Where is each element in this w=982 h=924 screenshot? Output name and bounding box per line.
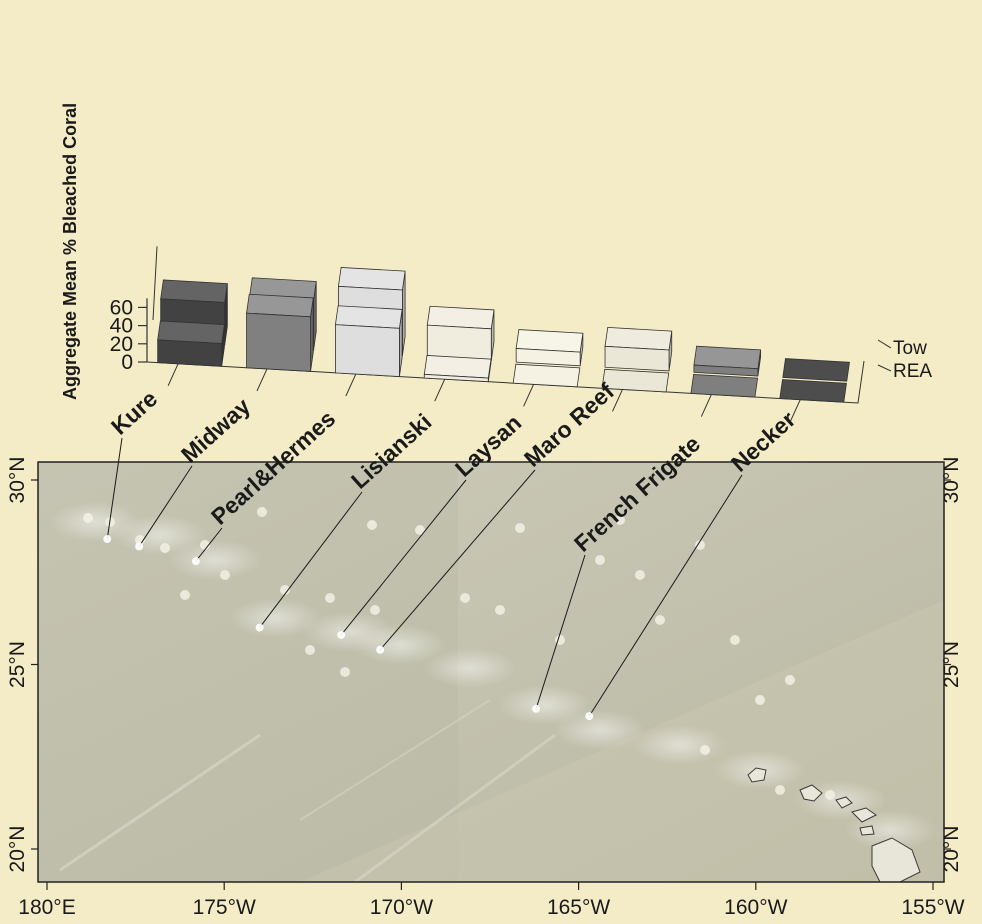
- bar-rea-3: [423, 355, 492, 383]
- x-tick-mark: [789, 399, 801, 422]
- site-label: Midway: [176, 393, 255, 468]
- bar-tow-5: [604, 326, 673, 372]
- bar-rea-6: [690, 374, 759, 398]
- x-tick-mark: [434, 378, 446, 402]
- site-leader-line: [259, 491, 363, 628]
- island-outline: [871, 837, 921, 882]
- x-tick-mark: [256, 368, 268, 392]
- island-outline: [835, 796, 853, 809]
- y-tick-label: 20: [110, 333, 133, 356]
- bar-rea-5: [601, 368, 670, 393]
- site-leader-line: [588, 474, 743, 717]
- y-tick-label: 40: [110, 315, 133, 338]
- legend-tow: Tow: [893, 338, 927, 359]
- map-panel: 180°E 175°W 170°W 165°W 160°W 155°W 30°N 30°N 25…: [6, 457, 965, 919]
- lon-tick-label: 175°W: [193, 896, 256, 919]
- bar-tow-6: [693, 345, 762, 377]
- y-tick-label: 60: [110, 296, 133, 319]
- bar-rea-1: [246, 293, 314, 372]
- lon-tick-label: 180°E: [18, 896, 75, 919]
- y-tick-label: 0: [121, 351, 133, 374]
- lon-tick-label: 165°W: [547, 896, 610, 919]
- bar-tow-3: [426, 305, 495, 362]
- site-marker: [337, 630, 346, 639]
- x-tick-mark: [523, 384, 535, 407]
- x-tick-mark: [612, 389, 623, 412]
- site-marker: [103, 535, 112, 544]
- y-axis-label: Aggregate Mean % Bleached Coral: [60, 103, 80, 400]
- site-leader-line: [106, 437, 123, 540]
- site-label: Kure: [106, 385, 162, 439]
- map-frame: [37, 461, 945, 883]
- site-marker: [585, 712, 594, 721]
- chart-back-axis: [152, 246, 158, 321]
- site-marker: [191, 557, 200, 566]
- site-leader-line: [195, 527, 223, 562]
- site-label: Maro Reef: [519, 378, 619, 472]
- lon-tick-label: 155°W: [901, 896, 964, 919]
- island-outline: [747, 767, 767, 783]
- bar-tow-7: [782, 358, 850, 382]
- x-tick-mark: [167, 363, 179, 387]
- bar-tow-4: [515, 329, 584, 367]
- site-leader-line: [138, 465, 193, 547]
- site-marker: [532, 704, 541, 713]
- lat-tick-label-left: 20°N: [6, 826, 29, 873]
- site-leader-line: [340, 479, 467, 636]
- lat-tick-label-right: 20°N: [940, 826, 963, 873]
- island-outline: [799, 784, 823, 802]
- lat-tick-label-left: 25°N: [6, 641, 29, 688]
- site-leader-line: [535, 554, 586, 709]
- lat-tick-label-left: 30°N: [6, 457, 29, 504]
- site-marker: [376, 645, 385, 654]
- x-tick-mark: [700, 394, 712, 417]
- site-marker: [135, 542, 144, 551]
- island-outline: [859, 825, 875, 836]
- site-leader-line: [379, 469, 536, 651]
- site-marker: [255, 623, 264, 632]
- bar-rea-7: [779, 379, 847, 403]
- x-tick-mark: [345, 373, 357, 397]
- bar-rea-0: [157, 320, 225, 367]
- island-outline: [851, 807, 877, 823]
- bar-rea-4: [512, 363, 581, 388]
- lon-tick-label: 160°W: [724, 896, 787, 919]
- legend-rea: REA: [893, 361, 932, 382]
- lat-tick-label-right: 30°N: [940, 457, 963, 504]
- lat-tick-label-right: 25°N: [940, 641, 963, 688]
- bar-rea-2: [334, 305, 403, 377]
- lon-tick-label: 170°W: [370, 896, 433, 919]
